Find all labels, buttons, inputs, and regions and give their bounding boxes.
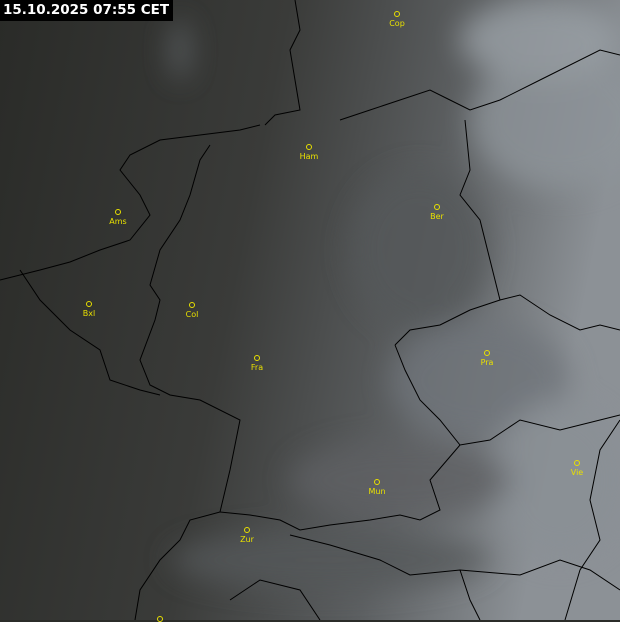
city-label: Ham [299,152,319,161]
city-dot-icon [157,616,163,622]
city-label: Fra [250,363,264,372]
city-label: Zur [240,535,254,544]
timestamp-label: 15.10.2025 07:55 CET [0,0,174,21]
city-dot-icon [189,302,195,308]
city-dot-icon [115,209,121,215]
city-label: Pra [480,358,494,367]
city-label: Col [185,310,199,319]
city-dot-icon [434,204,440,210]
city-dot-icon [484,350,490,356]
city-label: Ber [430,212,444,221]
city-dot-icon [254,355,260,361]
city-dot-icon [574,460,580,466]
city-label: Bxl [82,309,96,318]
city-dot-icon [86,301,92,307]
city-dot-icon [374,479,380,485]
city-label: Cop [389,19,405,28]
city-dot-icon [306,144,312,150]
city-label: Ams [109,217,127,226]
city-dot-icon [394,11,400,17]
city-label: Mun [368,487,386,496]
city-label: Vie [570,468,584,477]
city-dot-icon [244,527,250,533]
